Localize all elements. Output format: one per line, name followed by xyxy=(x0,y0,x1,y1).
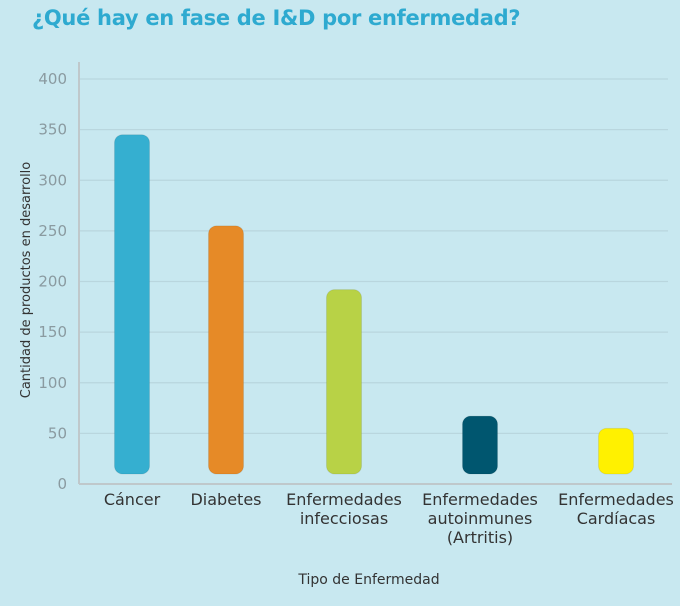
y-tick-label: 400 xyxy=(38,70,67,88)
y-tick-label: 250 xyxy=(38,222,67,240)
x-tick-label: Enfermedades autoinmunes (Artritis) xyxy=(422,490,538,547)
bars xyxy=(114,134,634,475)
bar xyxy=(114,134,150,475)
y-tick-labels: 0 50 100 150 200 250 300 350 400 xyxy=(38,70,67,493)
x-tick-label: Enfermedades infecciosas xyxy=(286,490,402,528)
y-tick-label: 100 xyxy=(38,374,67,392)
x-tick-label-line: Diabetes xyxy=(190,490,261,509)
x-tick-label: Cáncer xyxy=(104,490,161,509)
bar xyxy=(208,225,244,475)
y-tick-label: 50 xyxy=(48,424,67,442)
gridlines xyxy=(80,78,668,434)
x-tick-label-line: autoinmunes xyxy=(428,509,533,528)
x-tick-label: Diabetes xyxy=(190,490,261,509)
x-tick-label-line: Enfermedades xyxy=(558,490,674,509)
bar xyxy=(326,289,362,475)
y-tick-label: 150 xyxy=(38,323,67,341)
y-tick-label: 200 xyxy=(38,273,67,291)
x-tick-label-line: infecciosas xyxy=(300,509,388,528)
x-tick-label-line: Cáncer xyxy=(104,490,161,509)
x-tick-label-line: Enfermedades xyxy=(422,490,538,509)
bar xyxy=(462,415,498,475)
y-tick-label: 300 xyxy=(38,171,67,189)
x-tick-label-line: Enfermedades xyxy=(286,490,402,509)
x-tick-labels: Cáncer Diabetes Enfermedades infecciosasEnf… xyxy=(104,490,674,547)
x-tick-label: Enfermedades Cardíacas xyxy=(558,490,674,528)
bar xyxy=(598,427,634,475)
x-axis-label: Tipo de Enfermedad xyxy=(297,572,439,588)
chart-title: ¿Qué hay en fase de I&D por enfermedad? xyxy=(32,6,521,30)
y-tick-label: 0 xyxy=(57,475,67,493)
x-tick-label-line: (Artritis) xyxy=(447,528,513,547)
y-tick-label: 350 xyxy=(38,121,67,139)
y-axis-label: Cantidad de productos en desarrollo xyxy=(19,162,34,399)
x-tick-label-line: Cardíacas xyxy=(577,509,656,528)
